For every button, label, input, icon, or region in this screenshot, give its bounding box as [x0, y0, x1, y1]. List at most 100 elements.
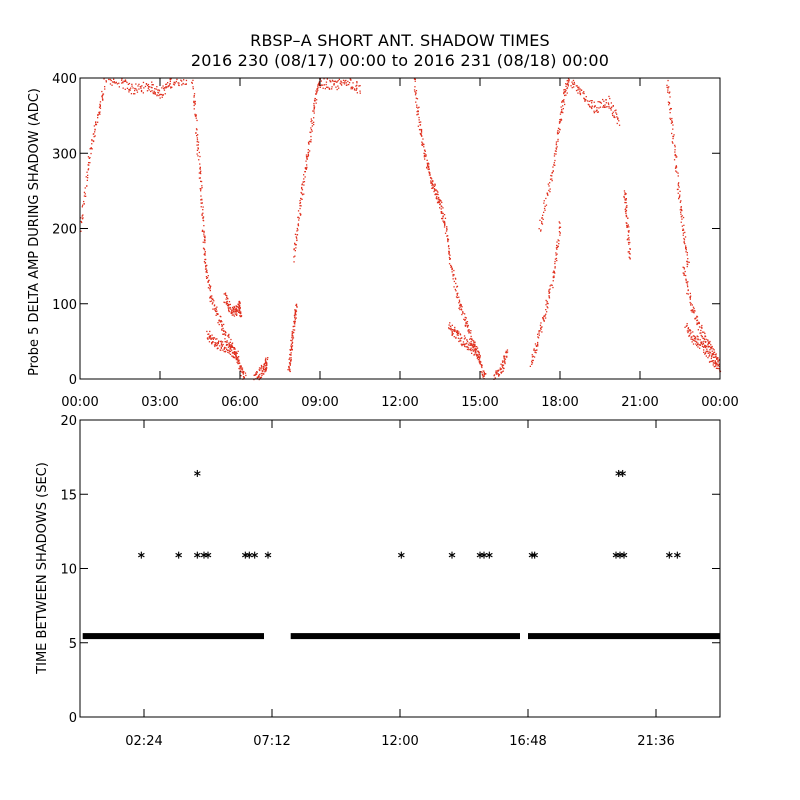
data-point — [458, 301, 461, 303]
data-point — [80, 230, 82, 232]
data-point — [212, 337, 214, 339]
data-point — [502, 370, 504, 372]
data-point — [597, 111, 599, 113]
data-point — [354, 88, 356, 90]
data-point — [156, 86, 158, 88]
data-point — [231, 314, 233, 316]
data-point — [207, 275, 209, 277]
data-point — [194, 113, 196, 115]
data-point — [232, 351, 234, 354]
data-point — [692, 335, 695, 337]
data-point — [420, 130, 423, 132]
data-point — [556, 259, 558, 262]
data-point — [457, 334, 459, 336]
data-point — [424, 153, 426, 155]
data-point — [292, 337, 295, 339]
data-point — [291, 338, 294, 340]
data-point — [103, 78, 105, 80]
data-point — [427, 167, 430, 169]
data-point — [539, 324, 542, 326]
data-point — [235, 352, 237, 354]
data-point — [241, 369, 244, 371]
data-point — [234, 351, 237, 353]
data-point — [225, 294, 227, 296]
data-point — [131, 85, 133, 87]
data-point — [707, 350, 709, 353]
data-point — [708, 342, 711, 344]
data-point — [582, 92, 584, 94]
data-point — [625, 212, 627, 214]
data-point — [572, 79, 575, 82]
data-point — [670, 108, 672, 110]
data-point — [352, 82, 354, 84]
data-point — [165, 83, 168, 85]
data-point — [503, 356, 505, 358]
data-point — [538, 330, 540, 332]
data-point — [573, 86, 575, 88]
data-point — [228, 350, 231, 352]
data-point — [613, 115, 615, 117]
data-point — [128, 89, 130, 91]
data-point — [228, 310, 230, 313]
data-point — [236, 309, 238, 312]
data-point — [242, 372, 244, 374]
data-point — [236, 358, 238, 361]
data-point — [460, 340, 462, 342]
data-point — [506, 355, 508, 357]
data-point — [414, 94, 417, 96]
data-point — [461, 313, 463, 316]
data-point — [476, 551, 484, 559]
data-point — [219, 321, 222, 323]
data-point — [626, 226, 628, 228]
data-point — [618, 120, 620, 122]
data-point — [350, 88, 352, 90]
data-point — [667, 79, 669, 82]
data-point — [222, 327, 224, 330]
data-point — [144, 85, 147, 88]
data-point — [614, 110, 616, 112]
data-point — [225, 298, 227, 300]
data-point — [317, 87, 319, 89]
data-point — [473, 349, 475, 351]
data-point — [201, 214, 203, 217]
data-point — [87, 168, 90, 170]
data-point — [458, 331, 460, 333]
data-point — [565, 85, 567, 87]
data-point — [220, 320, 222, 322]
data-point — [291, 331, 293, 333]
data-point — [226, 300, 228, 303]
data-point — [541, 223, 544, 225]
data-point — [310, 131, 312, 134]
data-point — [303, 174, 305, 176]
data-point — [533, 348, 535, 350]
data-point — [239, 366, 241, 368]
data-point — [217, 347, 219, 349]
data-point — [717, 359, 719, 361]
data-point — [610, 107, 612, 110]
data-point — [558, 131, 560, 133]
data-point — [196, 141, 198, 143]
data-point — [203, 261, 206, 263]
data-point — [591, 107, 593, 110]
data-point — [669, 96, 671, 98]
data-point — [220, 316, 222, 318]
asterisk-stroke — [251, 552, 258, 558]
data-point — [500, 371, 502, 373]
data-point — [146, 84, 149, 87]
data-point — [534, 351, 536, 353]
data-point — [209, 336, 212, 338]
data-point — [234, 348, 236, 350]
data-point — [471, 352, 473, 354]
data-point — [121, 82, 123, 84]
data-point — [459, 334, 462, 336]
data-point — [313, 108, 315, 110]
data-point — [474, 344, 476, 347]
data-point — [171, 86, 173, 88]
data-point — [165, 83, 167, 86]
data-point — [697, 329, 699, 331]
data-point — [233, 348, 235, 350]
data-point — [626, 224, 628, 227]
data-point — [449, 322, 451, 324]
data-point — [205, 266, 207, 268]
data-point — [418, 116, 420, 119]
